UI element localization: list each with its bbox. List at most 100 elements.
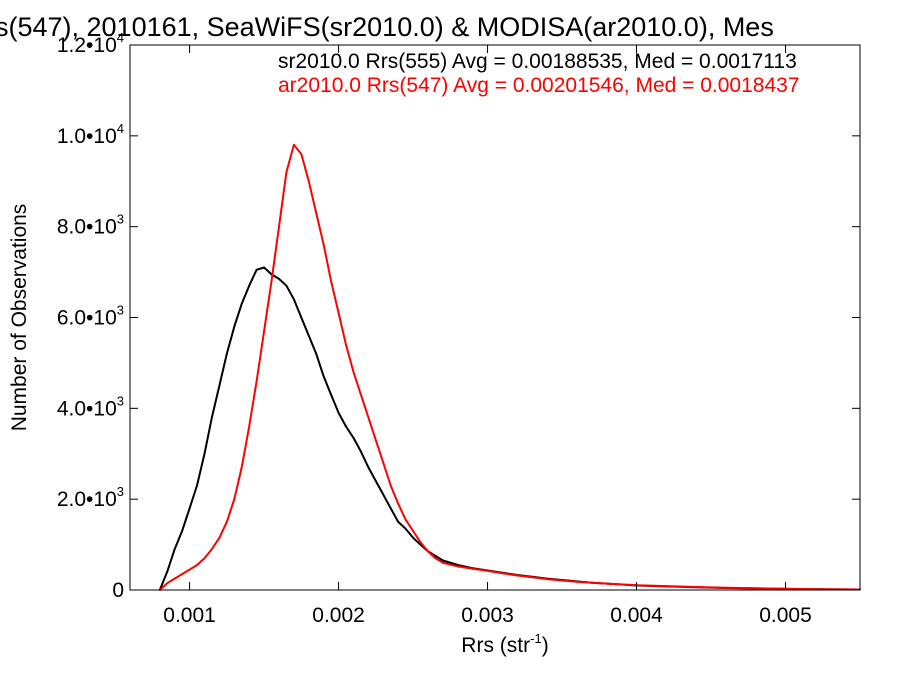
- data-point: [181, 530, 184, 532]
- data-point: [330, 393, 332, 396]
- y-tick-label: 1.0•104: [57, 121, 124, 148]
- data-point: [427, 550, 429, 553]
- data-point: [255, 268, 258, 271]
- data-point: [352, 437, 355, 439]
- data-point: [218, 384, 221, 387]
- data-point: [330, 280, 332, 283]
- data-point: [166, 582, 169, 585]
- data-point: [404, 518, 407, 521]
- y-axis-label: Number of Observations: [8, 204, 31, 432]
- data-point: [516, 574, 519, 577]
- data-point: [605, 582, 608, 585]
- y-tick-label: 1.2•104: [57, 30, 124, 57]
- y-axis: 0 2.0•103 4.0•103 6.0•103 8.0•103 1.0•104 1.2•…: [57, 30, 860, 602]
- data-point: [382, 493, 385, 496]
- x-tick-label: 0.005: [759, 604, 812, 627]
- data-point: [546, 578, 548, 580]
- data-point: [360, 393, 362, 396]
- data-point: [322, 375, 325, 378]
- data-point: [181, 573, 184, 575]
- data-point: [315, 352, 318, 355]
- data-point: [434, 555, 437, 557]
- data-point: [203, 557, 206, 560]
- data-point: [389, 507, 392, 510]
- data-point: [173, 548, 176, 550]
- data-point: [285, 171, 288, 174]
- x-tick-label: 0.003: [461, 604, 514, 627]
- data-point: [345, 425, 347, 428]
- data-point: [300, 316, 303, 319]
- x-tick-label: 0.001: [163, 604, 216, 627]
- data-point: [531, 576, 534, 579]
- legend: sr2010.0 Rrs(555) Avg = 0.00188535, Med …: [278, 50, 800, 97]
- data-point: [233, 325, 236, 328]
- data-point: [442, 559, 444, 562]
- data-point: [471, 567, 474, 570]
- data-point: [263, 266, 265, 269]
- x-tick-label: 0.002: [312, 604, 365, 627]
- data-point: [315, 212, 318, 214]
- y-tick-label: 0: [112, 579, 124, 602]
- data-point: [382, 461, 385, 464]
- data-point: [278, 225, 280, 228]
- data-point: [725, 586, 727, 589]
- data-point: [293, 298, 295, 301]
- data-point: [248, 284, 251, 287]
- data-point: [345, 343, 347, 346]
- data-point: [374, 480, 377, 482]
- chart-title: rs(547), 2010161, SeaWiFS(sr2010.0) & MO…: [0, 12, 774, 42]
- data-point: [203, 452, 206, 455]
- data-point: [255, 380, 258, 382]
- data-point: [285, 284, 288, 287]
- data-point: [456, 565, 459, 568]
- data-point: [300, 153, 303, 155]
- data-point: [225, 352, 228, 355]
- data-point: [188, 568, 191, 571]
- data-point: [665, 585, 668, 587]
- data-point: [367, 466, 370, 469]
- data-point: [754, 587, 757, 590]
- data-point: [576, 580, 578, 583]
- data-point: [248, 425, 251, 428]
- data-point: [211, 548, 213, 550]
- data-point: [442, 561, 444, 564]
- data-point: [322, 243, 325, 246]
- legend-entry-1: ar2010.0 Rrs(547) Avg = 0.00201546, Med …: [278, 74, 800, 97]
- data-point: [397, 521, 400, 523]
- data-point: [196, 564, 198, 566]
- data-point: [270, 280, 273, 283]
- data-point: [360, 450, 362, 453]
- x-axis-label: Rrs (str-1): [461, 631, 548, 657]
- data-point: [397, 502, 400, 505]
- data-point: [561, 579, 563, 582]
- data-point: [419, 541, 422, 544]
- series-line-1: [159, 143, 861, 591]
- data-point: [211, 416, 213, 419]
- data-point: [412, 536, 414, 539]
- plot-frame: [129, 44, 861, 591]
- y-tick-label: 4.0•103: [57, 393, 124, 420]
- data-point: [240, 466, 243, 469]
- data-point: [293, 144, 295, 146]
- data-point: [307, 180, 310, 183]
- data-point: [501, 572, 504, 575]
- data-point: [173, 577, 176, 580]
- data-point: [240, 303, 243, 305]
- y-tick-label: 8.0•103: [57, 212, 124, 239]
- data-point: [263, 330, 265, 332]
- data-point: [695, 586, 697, 588]
- data-point: [389, 484, 392, 487]
- x-axis: 0.001 0.002 0.003 0.004 0.005: [163, 45, 812, 627]
- y-tick-label: 6.0•103: [57, 303, 124, 330]
- data-point: [196, 484, 198, 487]
- data-point: [233, 498, 236, 501]
- data-point: [278, 278, 280, 280]
- data-point: [337, 412, 340, 414]
- data-point: [404, 527, 407, 530]
- data-point: [225, 521, 228, 523]
- data-point: [307, 334, 310, 337]
- series-layer: [158, 143, 861, 591]
- data-point: [218, 536, 221, 539]
- data-point: [434, 557, 437, 560]
